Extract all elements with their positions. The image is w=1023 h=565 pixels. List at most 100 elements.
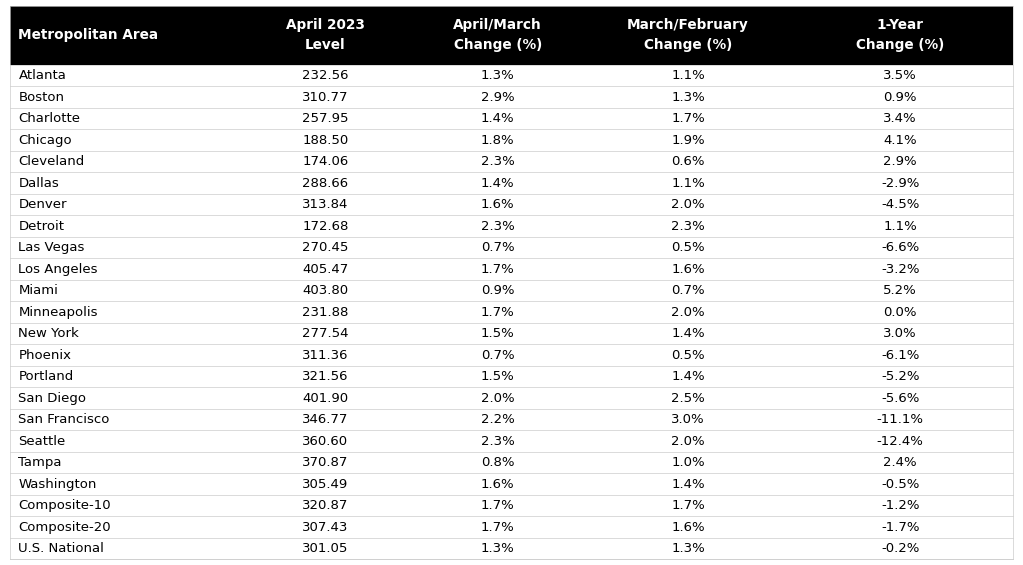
Text: 320.87: 320.87 bbox=[302, 499, 349, 512]
Text: 401.90: 401.90 bbox=[302, 392, 349, 405]
Bar bbox=[10, 6, 1013, 65]
Text: 1.1%: 1.1% bbox=[884, 220, 917, 233]
Text: 174.06: 174.06 bbox=[302, 155, 349, 168]
Text: 0.5%: 0.5% bbox=[671, 241, 705, 254]
Text: -11.1%: -11.1% bbox=[877, 413, 924, 426]
Text: 3.0%: 3.0% bbox=[671, 413, 705, 426]
Text: 1-Year: 1-Year bbox=[877, 18, 924, 32]
Text: 277.54: 277.54 bbox=[302, 327, 349, 340]
Text: -4.5%: -4.5% bbox=[881, 198, 920, 211]
Text: -5.6%: -5.6% bbox=[881, 392, 920, 405]
Text: 1.6%: 1.6% bbox=[481, 477, 515, 490]
Text: 3.4%: 3.4% bbox=[884, 112, 917, 125]
Text: 311.36: 311.36 bbox=[302, 349, 349, 362]
Text: 232.56: 232.56 bbox=[302, 69, 349, 82]
Text: 403.80: 403.80 bbox=[302, 284, 349, 297]
Text: -1.7%: -1.7% bbox=[881, 520, 920, 533]
Text: Washington: Washington bbox=[18, 477, 97, 490]
Text: Detroit: Detroit bbox=[18, 220, 64, 233]
Text: -0.2%: -0.2% bbox=[881, 542, 920, 555]
Text: 0.7%: 0.7% bbox=[671, 284, 705, 297]
Text: 0.0%: 0.0% bbox=[884, 306, 917, 319]
Text: 0.8%: 0.8% bbox=[481, 456, 515, 469]
Text: 301.05: 301.05 bbox=[302, 542, 349, 555]
Text: Composite-20: Composite-20 bbox=[18, 520, 112, 533]
Text: 2.9%: 2.9% bbox=[481, 91, 515, 104]
Text: 1.5%: 1.5% bbox=[481, 327, 515, 340]
Text: 2.3%: 2.3% bbox=[481, 155, 515, 168]
Text: April 2023: April 2023 bbox=[285, 18, 365, 32]
Text: New York: New York bbox=[18, 327, 79, 340]
Text: 2.3%: 2.3% bbox=[481, 434, 515, 447]
Text: 313.84: 313.84 bbox=[302, 198, 349, 211]
Text: 346.77: 346.77 bbox=[302, 413, 349, 426]
Text: San Diego: San Diego bbox=[18, 392, 86, 405]
Text: Metropolitan Area: Metropolitan Area bbox=[18, 28, 159, 42]
Text: 2.0%: 2.0% bbox=[671, 434, 705, 447]
Text: 270.45: 270.45 bbox=[302, 241, 349, 254]
Text: 405.47: 405.47 bbox=[302, 263, 349, 276]
Text: Minneapolis: Minneapolis bbox=[18, 306, 98, 319]
Text: Atlanta: Atlanta bbox=[18, 69, 66, 82]
Text: -5.2%: -5.2% bbox=[881, 370, 920, 383]
Text: 1.3%: 1.3% bbox=[671, 542, 705, 555]
Text: 3.0%: 3.0% bbox=[884, 327, 917, 340]
Text: 1.0%: 1.0% bbox=[671, 456, 705, 469]
Text: -2.9%: -2.9% bbox=[881, 177, 920, 190]
Text: 188.50: 188.50 bbox=[302, 134, 349, 147]
Text: 2.9%: 2.9% bbox=[884, 155, 917, 168]
Text: 1.6%: 1.6% bbox=[671, 520, 705, 533]
Text: U.S. National: U.S. National bbox=[18, 542, 104, 555]
Text: 1.4%: 1.4% bbox=[671, 477, 705, 490]
Text: 1.4%: 1.4% bbox=[481, 177, 515, 190]
Text: 2.5%: 2.5% bbox=[671, 392, 705, 405]
Text: 370.87: 370.87 bbox=[302, 456, 349, 469]
Text: Charlotte: Charlotte bbox=[18, 112, 81, 125]
Text: Boston: Boston bbox=[18, 91, 64, 104]
Text: Dallas: Dallas bbox=[18, 177, 59, 190]
Text: April/March: April/March bbox=[453, 18, 542, 32]
Text: San Francisco: San Francisco bbox=[18, 413, 109, 426]
Text: 360.60: 360.60 bbox=[302, 434, 349, 447]
Text: Denver: Denver bbox=[18, 198, 66, 211]
Text: -3.2%: -3.2% bbox=[881, 263, 920, 276]
Text: 3.5%: 3.5% bbox=[884, 69, 917, 82]
Text: 0.9%: 0.9% bbox=[884, 91, 917, 104]
Text: Phoenix: Phoenix bbox=[18, 349, 72, 362]
Text: Change (%): Change (%) bbox=[643, 38, 732, 53]
Text: 0.7%: 0.7% bbox=[481, 241, 515, 254]
Text: Cleveland: Cleveland bbox=[18, 155, 85, 168]
Text: 1.7%: 1.7% bbox=[671, 499, 705, 512]
Text: 1.7%: 1.7% bbox=[481, 499, 515, 512]
Text: 307.43: 307.43 bbox=[302, 520, 349, 533]
Text: Las Vegas: Las Vegas bbox=[18, 241, 85, 254]
Text: 2.2%: 2.2% bbox=[481, 413, 515, 426]
Text: 2.3%: 2.3% bbox=[671, 220, 705, 233]
Text: Tampa: Tampa bbox=[18, 456, 62, 469]
Text: March/February: March/February bbox=[627, 18, 749, 32]
Text: 0.7%: 0.7% bbox=[481, 349, 515, 362]
Text: 1.9%: 1.9% bbox=[671, 134, 705, 147]
Text: 1.4%: 1.4% bbox=[671, 370, 705, 383]
Text: 231.88: 231.88 bbox=[302, 306, 349, 319]
Text: 1.3%: 1.3% bbox=[481, 69, 515, 82]
Text: Seattle: Seattle bbox=[18, 434, 65, 447]
Text: 2.4%: 2.4% bbox=[884, 456, 917, 469]
Text: 1.3%: 1.3% bbox=[481, 542, 515, 555]
Text: Change (%): Change (%) bbox=[856, 38, 944, 53]
Text: 172.68: 172.68 bbox=[302, 220, 349, 233]
Text: 321.56: 321.56 bbox=[302, 370, 349, 383]
Text: Level: Level bbox=[305, 38, 346, 53]
Text: 305.49: 305.49 bbox=[302, 477, 349, 490]
Text: 288.66: 288.66 bbox=[302, 177, 349, 190]
Text: 310.77: 310.77 bbox=[302, 91, 349, 104]
Text: 257.95: 257.95 bbox=[302, 112, 349, 125]
Text: 0.9%: 0.9% bbox=[481, 284, 515, 297]
Text: 1.6%: 1.6% bbox=[671, 263, 705, 276]
Text: Portland: Portland bbox=[18, 370, 74, 383]
Text: 1.5%: 1.5% bbox=[481, 370, 515, 383]
Text: 1.6%: 1.6% bbox=[481, 198, 515, 211]
Text: 1.7%: 1.7% bbox=[481, 306, 515, 319]
Text: -0.5%: -0.5% bbox=[881, 477, 920, 490]
Text: Los Angeles: Los Angeles bbox=[18, 263, 98, 276]
